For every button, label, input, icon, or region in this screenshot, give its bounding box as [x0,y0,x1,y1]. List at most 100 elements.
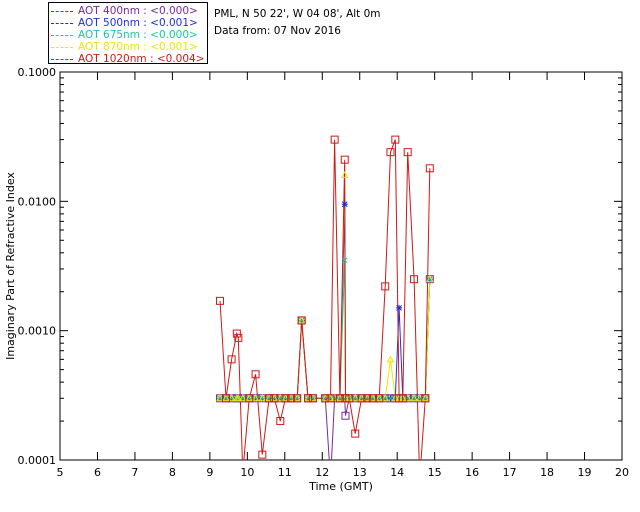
data-point [341,257,348,264]
data-point [421,394,430,403]
legend-item-870nm: AOT 870nm : <0.001> [51,41,198,53]
x-tick-label: 8 [169,466,176,479]
data-point [396,304,403,311]
data-point [387,395,394,402]
series-line-4 [219,139,431,460]
data-point [425,164,434,173]
data-point [375,394,384,402]
data-point [398,394,407,403]
plot-frame [59,71,623,461]
legend-item-400nm: AOT 400nm : <0.000> [51,5,198,17]
data-point [281,394,290,403]
legend-swatch-675nm [51,34,73,36]
legend-label-675nm: AOT 675nm : <0.000> [78,29,198,41]
data-point [297,316,306,324]
y-tick-label: 0.0001 [18,454,57,467]
data-point [238,394,247,402]
data-point [281,394,290,402]
legend-item-500nm: AOT 500nm : <0.001> [51,17,198,29]
legend-swatch-500nm [51,22,73,24]
legend-item-1020nm: AOT 1020nm : <0.004> [51,53,205,65]
axis-ticks [59,72,623,461]
data-point [341,201,348,208]
data-point [351,394,360,402]
data-point [321,394,330,403]
series-lines [219,139,431,460]
x-tick-label: 18 [540,466,554,479]
data-point [227,355,236,364]
legend-label-870nm: AOT 870nm : <0.001> [78,41,198,53]
x-tick-label: 19 [578,466,592,479]
data-point [276,417,285,426]
data-point [426,276,433,283]
data-point [223,395,229,402]
data-point [293,394,302,403]
data-point [215,296,224,305]
data-point [252,395,259,402]
data-point [386,355,395,363]
data-point [391,135,400,144]
data-point [381,282,390,291]
legend-swatch-870nm [51,46,73,48]
data-point [298,317,305,324]
data-point [246,395,253,402]
x-tick-label: 13 [353,466,367,479]
data-point [351,429,360,438]
data-point [421,394,430,402]
data-point [234,333,243,342]
data-point [227,394,236,402]
data-point [411,395,417,402]
data-point [340,155,349,164]
legend: AOT 400nm : <0.000> AOT 500nm : <0.001> … [48,2,208,65]
legend-label-500nm: AOT 500nm : <0.001> [78,17,198,29]
x-axis-label: Time (GMT) [308,480,373,493]
legend-swatch-1020nm [51,58,73,60]
data-point [258,394,267,402]
data-date: Data from: 07 Nov 2016 [214,25,341,37]
x-tick-label: 10 [240,466,254,479]
legend-label-1020nm: AOT 1020nm : <0.004> [78,53,205,65]
data-point [287,394,296,403]
data-point [415,394,424,402]
series-markers [215,135,434,459]
data-point [381,394,390,402]
data-point [251,370,260,379]
data-point [368,394,377,403]
data-point [410,275,419,284]
legend-item-675nm: AOT 675nm : <0.000> [51,29,198,41]
data-point [222,394,230,402]
x-tick-label: 16 [465,466,479,479]
x-tick-label: 17 [503,466,517,479]
y-tick-label: 0.1000 [18,66,57,79]
data-point [265,394,274,403]
legend-label-400nm: AOT 400nm : <0.000> [78,5,198,17]
x-tick-label: 12 [315,466,329,479]
data-point [345,394,354,403]
x-tick-label: 11 [278,466,292,479]
data-point [245,394,254,403]
legend-swatch-400nm [51,10,73,12]
data-point [341,411,350,420]
data-point [308,394,317,403]
site-info: PML, N 50 22', W 04 08', Alt 0m [214,8,381,20]
data-point [216,394,224,402]
data-point [330,135,339,144]
data-point [410,394,418,402]
data-point [357,394,366,402]
data-point [369,394,377,402]
x-tick-label: 6 [94,466,101,479]
tick-labels: 5 6 7 8 9 10 11 12 13 14 15 16 17 18 19 20 0.0001 0.0010 0… [18,66,630,479]
x-tick-label: 14 [390,466,404,479]
y-tick-label: 0.0010 [18,325,57,338]
data-point [232,329,241,338]
data-point [251,394,260,402]
data-point [217,395,223,402]
data-point [234,394,243,402]
x-tick-label: 9 [206,466,213,479]
data-point [425,275,434,283]
data-point [259,395,266,402]
x-tick-label: 15 [428,466,442,479]
data-point [375,394,384,403]
data-point [376,395,383,402]
data-point [270,394,279,403]
